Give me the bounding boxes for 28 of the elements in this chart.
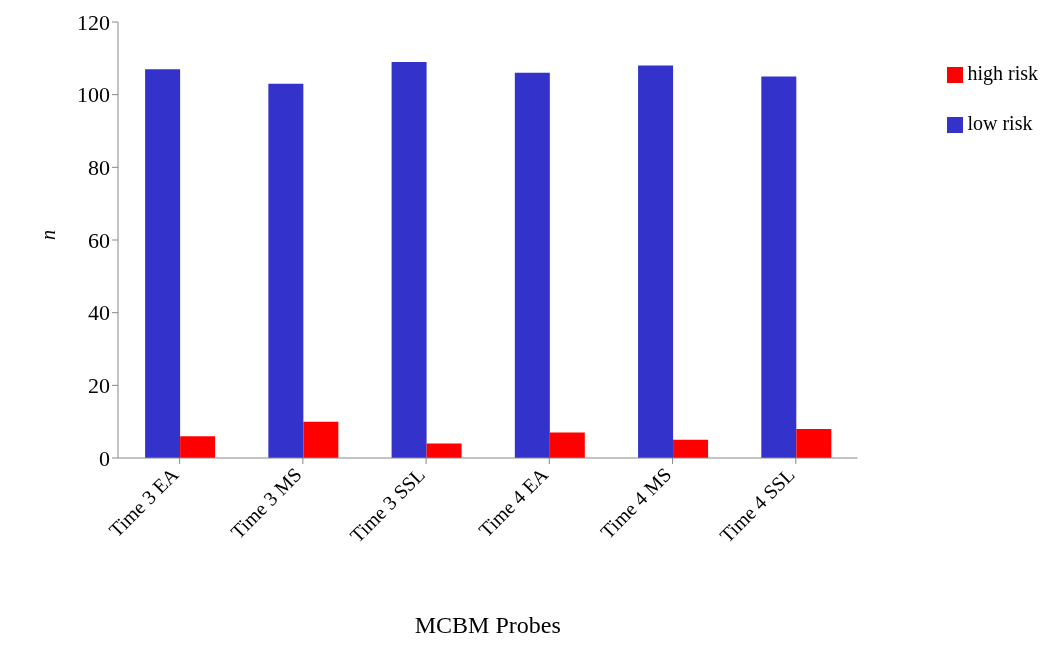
x-tick-label: Time 4 EA — [474, 462, 553, 542]
bar — [673, 439, 709, 458]
y-tick-label: 120 — [77, 9, 110, 35]
bar — [180, 436, 216, 458]
bar — [761, 76, 797, 458]
y-tick-label: 100 — [77, 82, 110, 108]
x-tick-label: Time 4 SSL — [715, 463, 799, 547]
bar — [796, 428, 832, 458]
y-axis-title: n — [37, 230, 60, 240]
x-tick-label: Time 3 MS — [226, 463, 306, 543]
legend-label: low risk — [967, 112, 1033, 134]
x-axis-title: MCBM Probes — [414, 612, 561, 638]
legend-label: high risk — [967, 62, 1038, 84]
bar — [145, 69, 181, 458]
y-tick-label: 80 — [88, 155, 110, 181]
bar — [638, 65, 674, 458]
bar — [514, 72, 550, 458]
bar — [268, 83, 304, 458]
bar — [426, 443, 462, 458]
bar — [549, 432, 585, 458]
y-tick-label: 60 — [88, 227, 110, 253]
x-tick-label: Time 3 SSL — [345, 463, 429, 547]
y-tick-label: 20 — [88, 373, 110, 399]
bar — [303, 421, 339, 458]
x-tick-label: Time 4 MS — [595, 463, 676, 543]
bar — [391, 61, 427, 458]
y-tick-label: 40 — [88, 300, 110, 326]
y-tick-label: 0 — [99, 445, 110, 471]
